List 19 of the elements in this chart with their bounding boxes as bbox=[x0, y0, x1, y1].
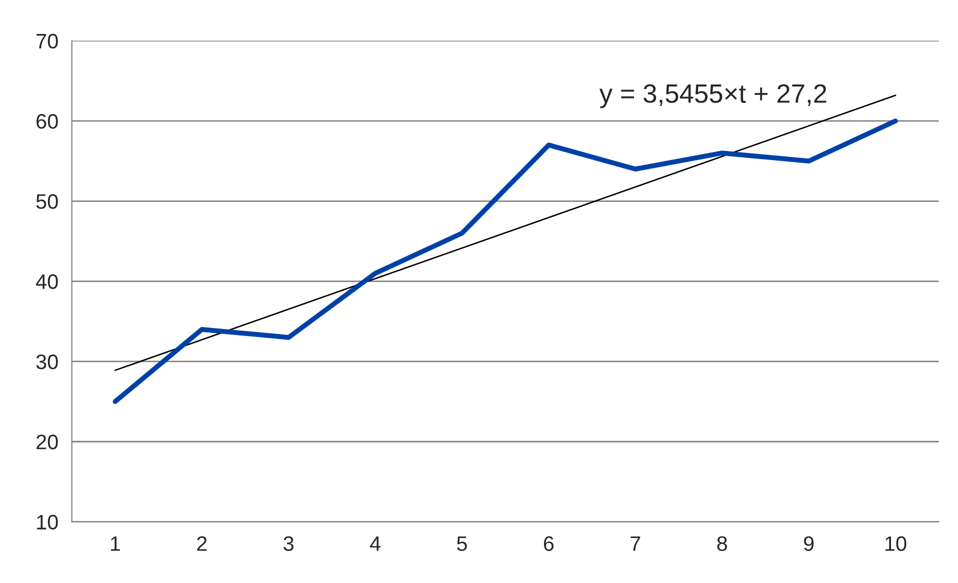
y-tick-label: 40 bbox=[36, 274, 58, 290]
x-tick-label: 2 bbox=[197, 536, 207, 551]
x-tick-label: 10 bbox=[885, 536, 906, 551]
x-tick-label: 8 bbox=[717, 536, 727, 551]
y-tick-label: 10 bbox=[37, 514, 58, 530]
y-tick-label: 60 bbox=[36, 114, 58, 129]
x-tick-label: 3 bbox=[284, 536, 294, 551]
x-tick-label: 9 bbox=[804, 536, 814, 551]
x-tick-label: 7 bbox=[630, 536, 640, 551]
x-tick-label: 1 bbox=[110, 536, 120, 551]
annotation: y = 3,5455×t + 27,2 bbox=[599, 84, 826, 108]
y-tick-label: 20 bbox=[36, 434, 58, 450]
y-tick-label: 70 bbox=[36, 34, 58, 49]
y-tick-label: 50 bbox=[36, 194, 58, 209]
x-tick-label: 6 bbox=[544, 536, 554, 551]
x-tick-label: 4 bbox=[370, 536, 380, 551]
x-tick-label: 5 bbox=[457, 536, 467, 551]
line-series bbox=[112, 118, 898, 404]
y-tick-label: 30 bbox=[36, 354, 58, 370]
